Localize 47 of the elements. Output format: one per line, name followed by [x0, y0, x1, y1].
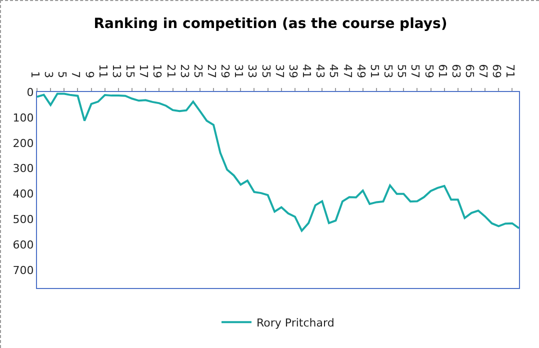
x-tick-label: 13 — [110, 64, 123, 78]
x-tick-label: 33 — [246, 64, 259, 78]
x-tick-label: 37 — [272, 64, 286, 78]
x-tick-label: 17 — [137, 64, 150, 78]
x-tick-label: 41 — [300, 64, 314, 78]
x-tick-label: 61 — [436, 64, 449, 78]
x-tick-label: 27 — [205, 64, 218, 78]
line-series — [37, 92, 519, 232]
x-tick-label: 45 — [327, 64, 340, 78]
x-tick-label: 21 — [164, 64, 178, 78]
chart-title: Ranking in competition (as the course plays) — [94, 16, 448, 32]
x-tick-label: 71 — [504, 64, 517, 78]
x-tick-label: 25 — [191, 64, 204, 78]
y-tick-label: 200 — [12, 136, 34, 150]
x-tick-label: 69 — [490, 64, 504, 78]
legend-label: Rory Pritchard — [256, 316, 334, 330]
x-tick-label: 1 — [28, 71, 42, 78]
x-tick-label: 59 — [422, 64, 436, 78]
x-tick-label: 51 — [368, 64, 381, 78]
x-tick-label: 35 — [259, 64, 272, 78]
x-tick-label: 49 — [354, 64, 368, 78]
x-tick-label: 11 — [96, 64, 110, 78]
x-tick-label: 19 — [150, 64, 164, 78]
x-tick-label: 5 — [56, 71, 69, 78]
y-tick-label: 700 — [12, 264, 34, 278]
x-tick-label: 57 — [408, 64, 422, 78]
x-tick-label: 7 — [69, 71, 82, 78]
x-tick-label: 65 — [462, 64, 476, 78]
x-tick-label: 29 — [218, 64, 232, 78]
y-tick-label: 300 — [12, 162, 34, 176]
x-tick-label: 47 — [340, 64, 354, 78]
y-tick-label: 500 — [12, 213, 34, 226]
y-tick-label: 400 — [12, 188, 34, 201]
x-tick-label: 43 — [314, 64, 327, 78]
x-tick-label: 9 — [82, 71, 96, 78]
x-tick-label: 23 — [178, 64, 191, 78]
y-tick-label: 600 — [12, 238, 34, 252]
x-tick-label: 67 — [476, 64, 490, 78]
x-tick-label: 31 — [232, 64, 246, 78]
x-tick-label: 15 — [124, 64, 137, 78]
x-tick-label: 3 — [42, 71, 56, 78]
x-tick-label: 39 — [286, 64, 300, 78]
y-tick-label: 0 — [26, 86, 34, 99]
x-tick-label: 55 — [395, 64, 408, 78]
x-tick-label: 53 — [382, 64, 395, 78]
y-tick-label: 100 — [12, 111, 34, 124]
x-tick-label: 63 — [449, 64, 462, 78]
